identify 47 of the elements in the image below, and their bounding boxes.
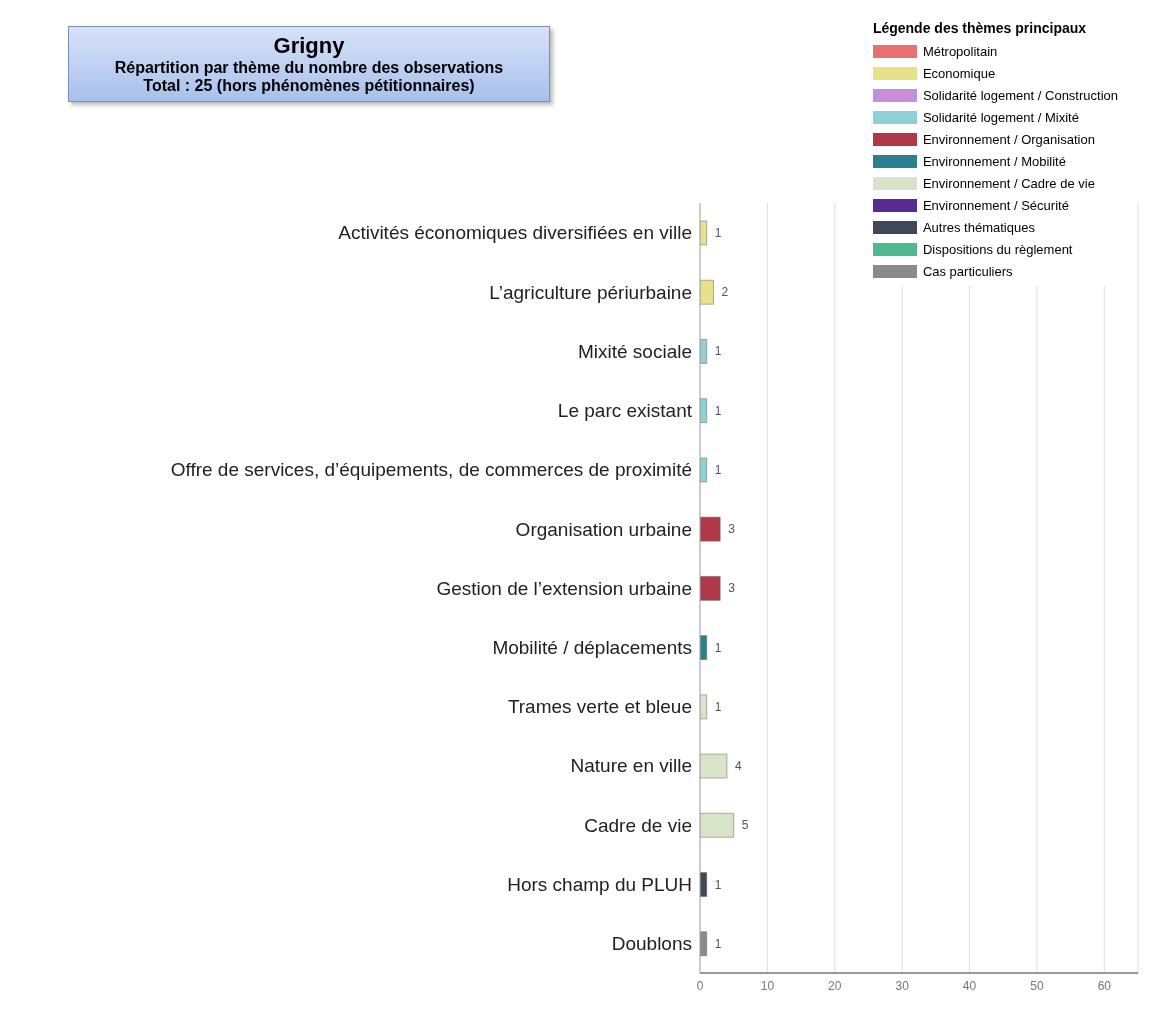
data-label: 3 bbox=[728, 581, 736, 596]
data-label: 1 bbox=[714, 344, 722, 359]
y-tick-label: Nature en ville bbox=[570, 755, 692, 777]
legend-title: Légende des thèmes principaux bbox=[872, 20, 1088, 36]
x-tick-label: 30 bbox=[895, 978, 910, 993]
y-tick-label: Activités économiques diversifiées en ville bbox=[338, 222, 692, 244]
y-tick-label: Mixité sociale bbox=[577, 340, 692, 362]
legend-label: Economique bbox=[922, 65, 996, 81]
legend-label: Métropolitain bbox=[922, 43, 998, 59]
y-tick-label: Gestion de l’extension urbaine bbox=[436, 577, 692, 599]
y-tick-label: Organisation urbaine bbox=[515, 518, 692, 540]
legend-label: Environnement / Mobilité bbox=[922, 153, 1066, 169]
data-label: 4 bbox=[734, 759, 742, 774]
y-tick-label: Cadre de vie bbox=[584, 814, 692, 836]
x-tick-label: 20 bbox=[828, 978, 842, 993]
data-label: 1 bbox=[714, 403, 722, 418]
y-tick-label: Doublons bbox=[611, 933, 692, 955]
legend-label: Dispositions du règlement bbox=[922, 241, 1073, 257]
legend-label: Environnement / Sécurité bbox=[922, 197, 1069, 213]
legend-label: Autres thématiques bbox=[922, 219, 1035, 235]
legend-label: Solidarité logement / Mixité bbox=[922, 109, 1079, 125]
legend-label: Solidarité logement / Construction bbox=[922, 87, 1118, 103]
data-label: 1 bbox=[714, 226, 722, 240]
legend-label: Environnement / Organisation bbox=[922, 131, 1095, 147]
data-label: 3 bbox=[728, 522, 736, 537]
y-tick-label: Mobilité / déplacements bbox=[492, 636, 692, 658]
y-tick-label: Le parc existant bbox=[557, 400, 693, 422]
x-tick-label: 10 bbox=[760, 978, 775, 993]
text: Grigny bbox=[272, 33, 346, 59]
data-label: 1 bbox=[714, 936, 722, 951]
y-tick-label: Offre de services, d’équipements, de commerces de proximité bbox=[170, 459, 692, 481]
data-label: 1 bbox=[714, 877, 722, 892]
text: Répartition par thème du nombre des observations Total : 25 (hors phénomènes pétitionnaires) bbox=[113, 59, 505, 95]
y-tick-label: Hors champ du PLUH bbox=[507, 873, 692, 895]
data-label: 1 bbox=[714, 462, 722, 477]
legend-label: Cas particuliers bbox=[922, 263, 1013, 279]
y-tick-label: Trames verte et bleue bbox=[507, 696, 692, 718]
legend-label: Environnement / Cadre de vie bbox=[922, 175, 1095, 191]
x-tick-label: 40 bbox=[962, 978, 977, 993]
x-tick-label: 50 bbox=[1030, 978, 1044, 993]
data-label: 1 bbox=[714, 699, 722, 714]
data-label: 5 bbox=[741, 818, 749, 833]
x-tick-label: 0 bbox=[696, 978, 704, 993]
data-label: 1 bbox=[714, 640, 722, 655]
data-label: 2 bbox=[721, 285, 729, 300]
y-tick-label: L’agriculture périurbaine bbox=[489, 281, 692, 303]
x-tick-label: 60 bbox=[1097, 978, 1112, 993]
